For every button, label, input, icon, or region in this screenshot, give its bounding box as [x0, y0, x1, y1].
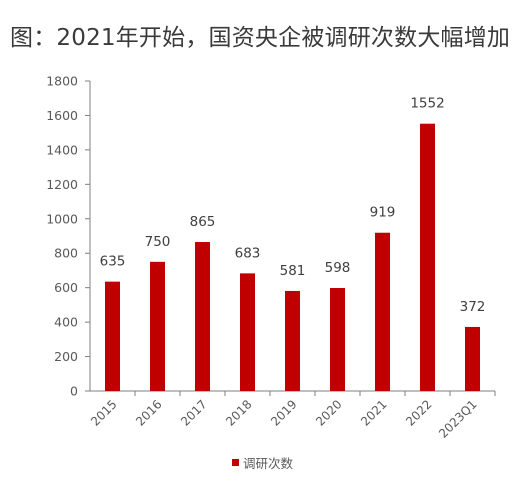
legend: 调研次数 [232, 453, 293, 472]
bar [420, 123, 435, 391]
data-label: 581 [280, 263, 306, 279]
x-axis: 2015 2016 2017 2018 2019 2020 2021 2022 2023Q1 [88, 390, 496, 441]
y-tick-label: 1000 [46, 211, 78, 226]
y-tick-label: 1800 [46, 74, 78, 89]
bar [195, 242, 210, 391]
data-label: 598 [325, 260, 351, 276]
y-tick-label: 1600 [46, 108, 78, 123]
x-tick-label: 2018 [223, 397, 254, 428]
bar [240, 273, 255, 391]
bar [465, 326, 480, 391]
legend-label: 调研次数 [243, 456, 294, 471]
data-label: 683 [235, 245, 261, 261]
data-label: 635 [100, 254, 126, 270]
y-tick-label: 1400 [46, 142, 78, 157]
x-tick-label: 2023Q1 [436, 397, 480, 441]
x-tick-label: 2021 [358, 397, 389, 428]
data-label: 865 [190, 214, 216, 230]
y-tick-label: 0 [70, 384, 78, 399]
data-label: 372 [460, 299, 486, 315]
y-tick-label: 200 [54, 349, 78, 364]
y-axis: 0 200 400 600 800 1000 1200 1400 1600 1800 [46, 74, 91, 399]
data-labels: 635 750 865 683 581 598 919 1552 372 [100, 96, 486, 315]
bar [285, 290, 300, 391]
x-tick-label: 2022 [403, 397, 434, 428]
legend-swatch [232, 459, 239, 466]
chart-title: 图：2021年开始，国资央企被调研次数大幅增加 [10, 25, 511, 51]
x-tick-label: 2016 [133, 397, 164, 428]
x-tick-label: 2017 [178, 397, 209, 428]
y-tick-label: 400 [54, 315, 78, 330]
data-label: 919 [370, 205, 396, 221]
x-tick-label: 2019 [268, 397, 299, 428]
bar [150, 261, 165, 391]
x-tick-label: 2015 [88, 397, 119, 428]
y-tick-label: 800 [54, 246, 78, 261]
data-label: 750 [145, 234, 171, 250]
bars [105, 123, 480, 391]
bar [105, 281, 120, 391]
y-tick-label: 600 [54, 280, 78, 295]
bar [330, 288, 345, 391]
x-tick-label: 2020 [313, 397, 344, 428]
data-label: 1552 [410, 96, 444, 112]
bar [375, 232, 390, 391]
y-tick-label: 1200 [46, 177, 78, 192]
